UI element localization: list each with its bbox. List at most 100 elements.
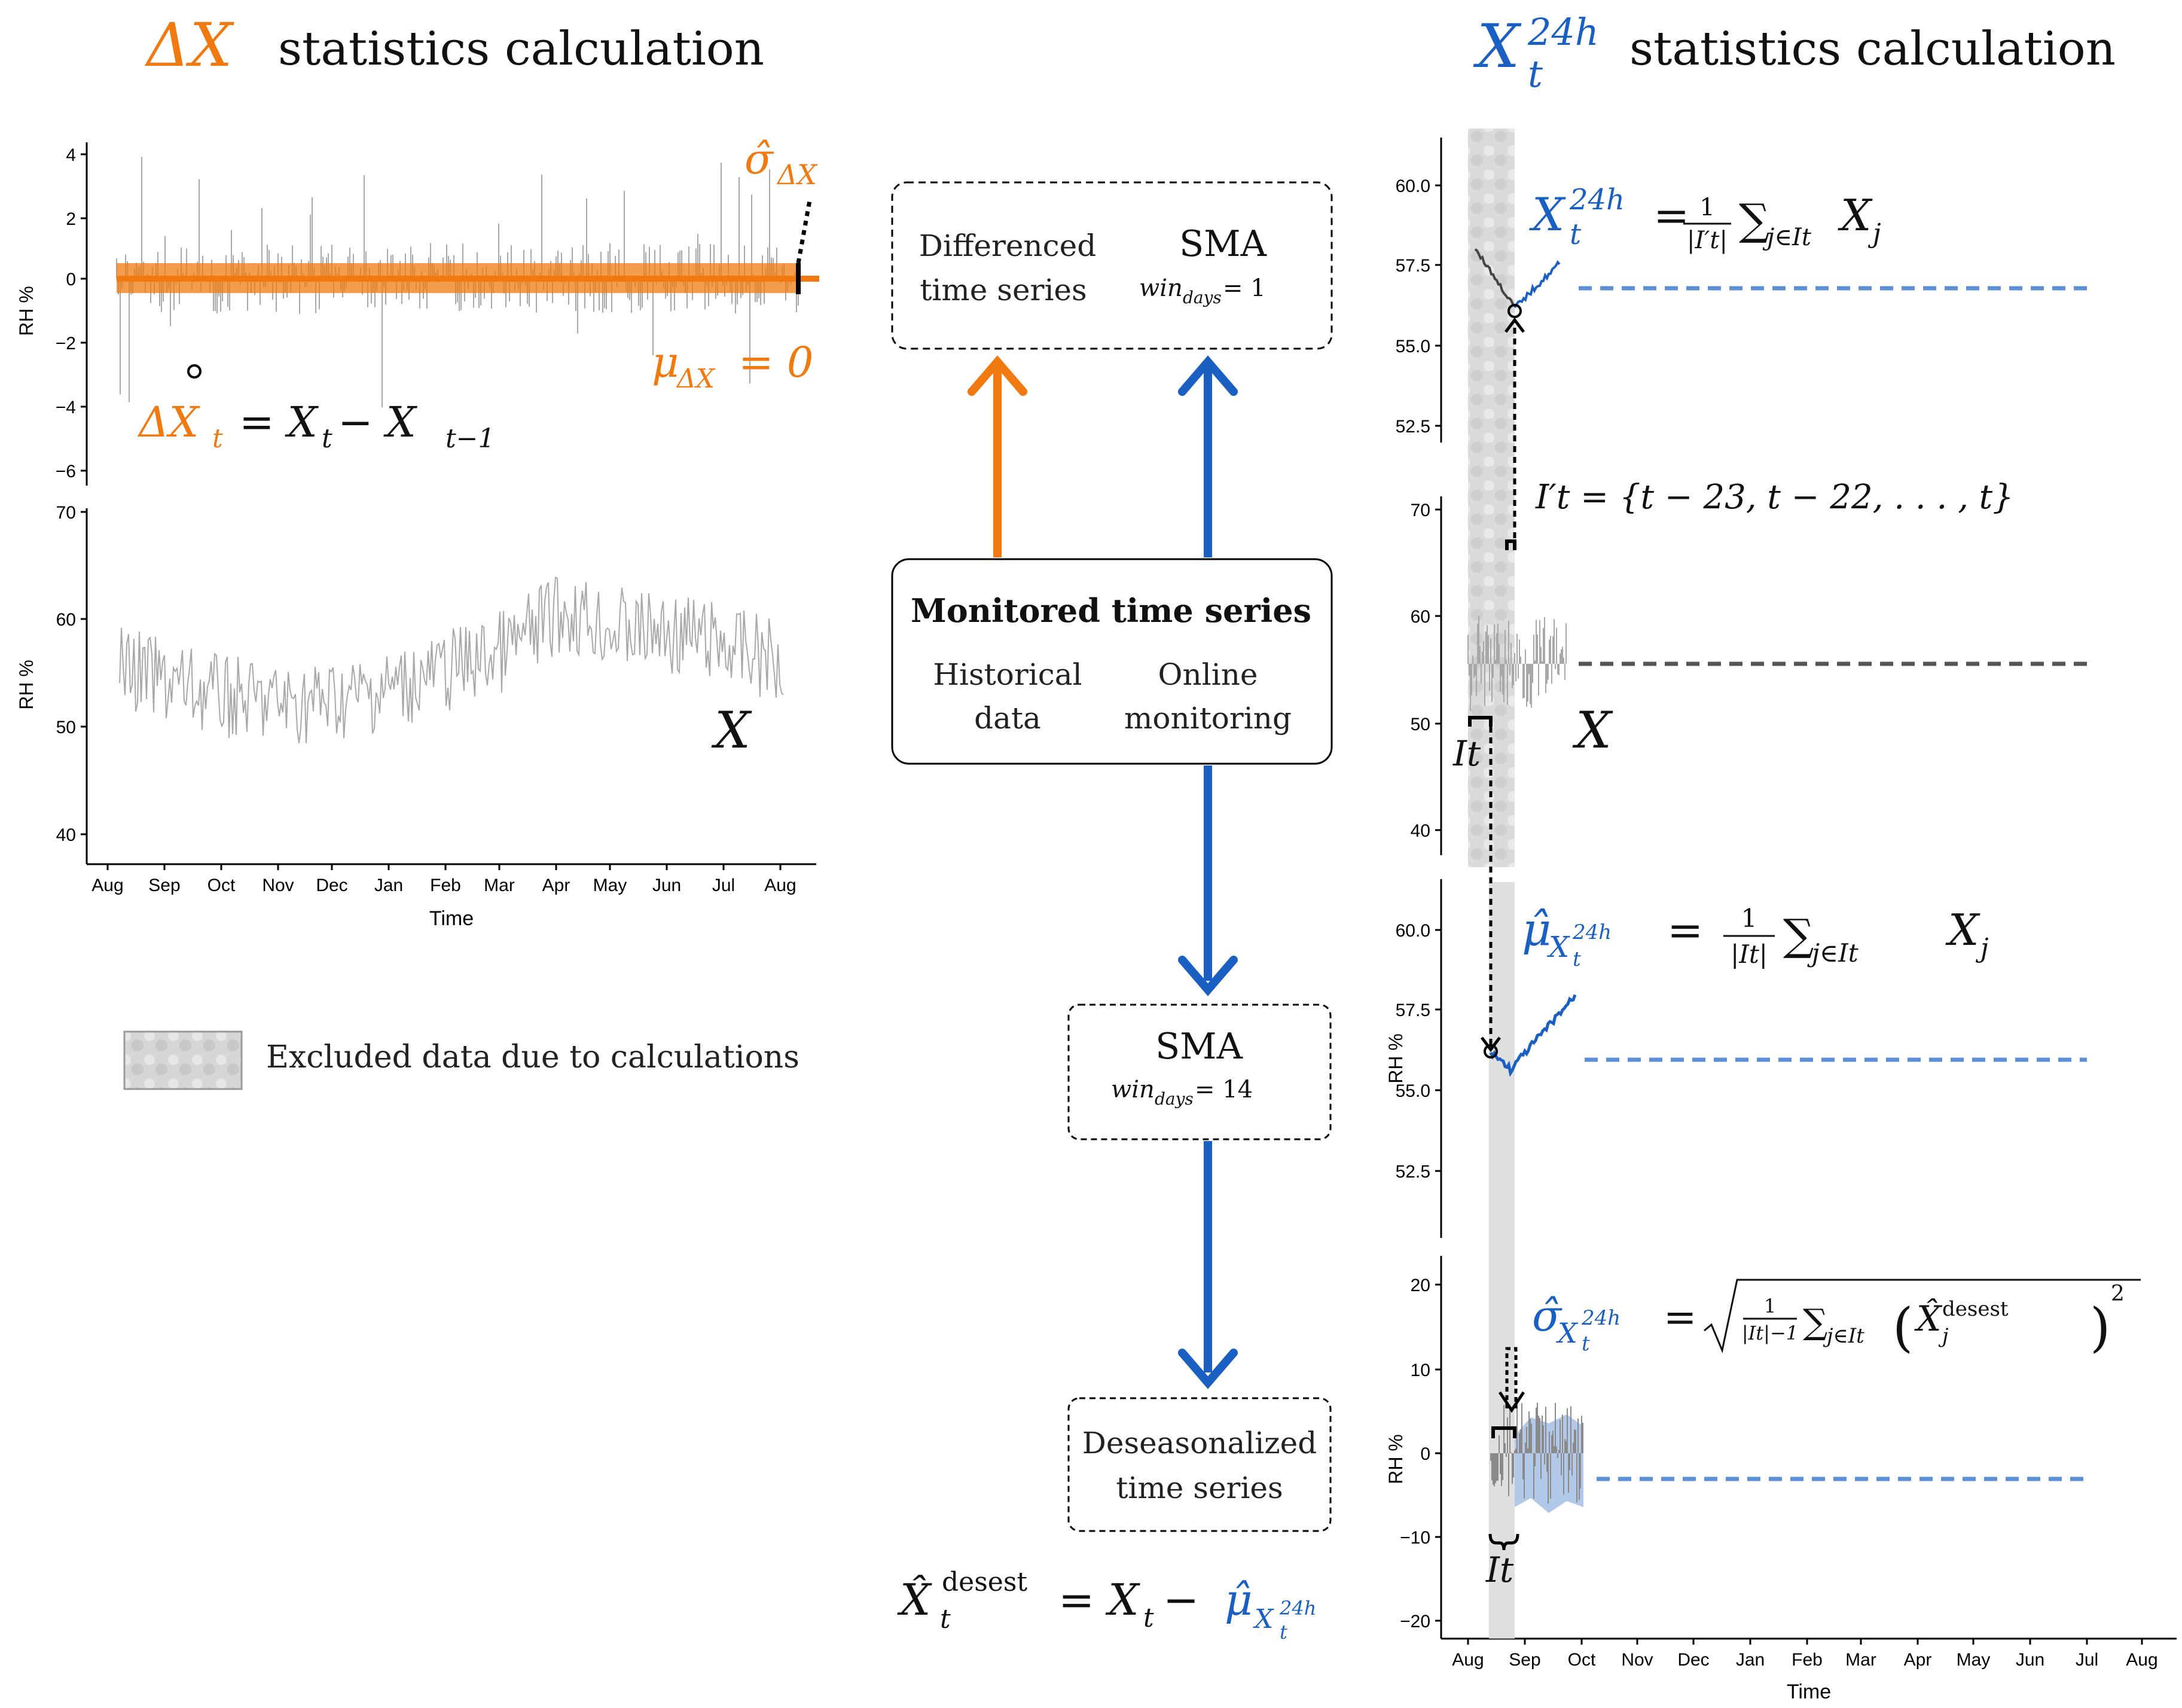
p1-ytick-2: 55.0: [1396, 337, 1430, 356]
p4-ytick-0: 20: [1411, 1276, 1430, 1295]
p4-sum-sub: j∈It: [1823, 1324, 1864, 1348]
p4-eq-rest: =: [1664, 1294, 1696, 1340]
p4-xhat-sup: desest: [1942, 1297, 2009, 1321]
box-sma14-win-sub: days: [1155, 1089, 1194, 1109]
box-diff-win-val: = 1: [1223, 274, 1266, 302]
box-diff-win-sub: days: [1183, 288, 1222, 307]
box-diff-line1: Differenced: [919, 228, 1096, 263]
box-sma14: [1067, 1004, 1332, 1140]
lb-xtick-1: Sep: [148, 876, 180, 895]
p1-frac-den: |I′t|: [1687, 227, 1728, 254]
p2-ytick-1: 60: [1411, 607, 1430, 627]
lb-xtick-4: Dec: [316, 876, 347, 895]
p4-series: [1490, 1402, 1583, 1513]
p1-point: [1507, 304, 1522, 318]
p4-pointer: [1505, 1347, 1518, 1408]
left-bottom-ylabel: RH %: [16, 660, 37, 710]
right-xtick-6: Feb: [1792, 1650, 1823, 1670]
p1-ytick-0: 60.0: [1396, 176, 1430, 196]
lb-xtick-8: Apr: [542, 876, 570, 895]
p3-series-blue: [1489, 994, 1577, 1077]
delta-eq-rest: = X: [239, 398, 319, 447]
box-diff-sma: SMA: [1179, 223, 1267, 265]
p4-frac-num: 1: [1764, 1295, 1776, 1317]
right-xtick-9: May: [1957, 1650, 1991, 1670]
p4-ytick-4: −20: [1400, 1612, 1430, 1631]
lt-ytick-2: 0: [66, 270, 76, 289]
box-deseason-line2: time series: [1116, 1471, 1283, 1505]
right-header-sup: 24h: [1527, 10, 1599, 54]
lb-xtick-5: Jan: [374, 876, 403, 895]
blue-arrow-down2-head: [1178, 1349, 1238, 1389]
excluded-band-top: [1468, 129, 1515, 867]
p4-paren-open: (: [1893, 1297, 1913, 1358]
eq-bottom-mu: μ̂: [1225, 1575, 1253, 1625]
lb-xtick-12: Aug: [764, 876, 796, 895]
p4-it-label: It: [1485, 1550, 1514, 1590]
right-xtick-0: Aug: [1452, 1650, 1484, 1670]
p3-ytick-2: 55.0: [1396, 1081, 1430, 1101]
delta-eq-sub1: t: [322, 423, 332, 454]
delta-eq-sub: t: [212, 423, 223, 454]
left-header: ΔX statistics calculation: [144, 10, 764, 80]
right-xtick-3: Nov: [1621, 1650, 1653, 1670]
p4-sum: ∑: [1803, 1301, 1827, 1342]
p4-ytick-1: 10: [1411, 1361, 1430, 1380]
lb-ytick-0: 70: [56, 503, 76, 523]
delta-eq-sub2: t−1: [445, 423, 495, 454]
lt-ytick-5: −6: [56, 462, 76, 481]
sigma-label: σ̂: [744, 135, 774, 184]
legend-label: Excluded data due to calculations: [266, 1039, 799, 1075]
x-series-line: [119, 576, 784, 744]
right-header-sub: t: [1528, 52, 1543, 96]
p1-ytick-3: 52.5: [1396, 417, 1430, 437]
mu-label-val: = 0: [738, 338, 813, 387]
p1-ytick-1: 57.5: [1396, 256, 1430, 276]
x-series: [119, 576, 784, 744]
lb-ytick-1: 60: [56, 610, 76, 630]
p4-paren-close: ): [2090, 1297, 2110, 1358]
excluded-band-bottom: [1489, 882, 1515, 1639]
p1-eq-sub: t: [1570, 218, 1582, 251]
blue-arrow-down-head: [1178, 956, 1238, 996]
p4-it-brace: [1488, 1533, 1519, 1551]
p3-xj: X: [1945, 905, 1980, 955]
left-top-plot: 4 2 0 −2 −4 −6 RH % ΔX t = X t − X t−1 μ ΔX =…: [16, 135, 819, 486]
lt-ytick-3: −2: [56, 334, 76, 353]
p3-frac-num: 1: [1741, 904, 1757, 933]
left-header-text: statistics calculation: [278, 22, 764, 76]
p3-ytick-1: 57.5: [1396, 1001, 1430, 1020]
right-header-symbol: X: [1473, 11, 1522, 81]
p2-it-prime-bracket: [1505, 539, 1516, 550]
p3-ytick-3: 52.5: [1396, 1162, 1430, 1182]
p3-sum-sub: j∈It: [1807, 938, 1858, 968]
right-header-text: statistics calculation: [1629, 22, 2116, 76]
box-diff-line2: time series: [920, 273, 1087, 307]
box-diff-win: win: [1139, 274, 1183, 302]
left-header-symbol: ΔX: [144, 10, 234, 80]
p4-ytick-3: −10: [1400, 1528, 1430, 1548]
p3-eq-rest: =: [1667, 905, 1703, 955]
lb-xtick-7: Mar: [484, 876, 515, 895]
right-xtick-2: Oct: [1568, 1650, 1596, 1670]
p2-ytick-2: 50: [1411, 715, 1430, 734]
lb-xtick-3: Nov: [262, 876, 294, 895]
p4-sigma: σ̂: [1532, 1291, 1563, 1341]
eq-bottom-mu-sub-sub: t: [1280, 1621, 1287, 1643]
lb-ytick-3: 40: [56, 825, 76, 845]
box-differenced: [891, 181, 1333, 350]
p1-xj: X: [1838, 190, 1873, 240]
p4-sigma-band: [1515, 1414, 1583, 1513]
p1-series-blue: [1513, 260, 1561, 309]
lb-xtick-0: Aug: [91, 876, 123, 895]
orange-arrow-head: [968, 355, 1027, 396]
right-xtick-11: Jul: [2076, 1650, 2098, 1670]
p2-it-label: It: [1452, 733, 1481, 774]
right-header: X 24h t statistics calculation: [1473, 10, 2116, 96]
p2-series-label: X: [1572, 701, 1613, 760]
box-monitored-online1: Online: [1158, 657, 1258, 692]
lt-ytick-0: 4: [66, 145, 76, 165]
p2-pointer-up-head: [1504, 317, 1525, 333]
sigma-label-sub: ΔX: [776, 158, 818, 191]
